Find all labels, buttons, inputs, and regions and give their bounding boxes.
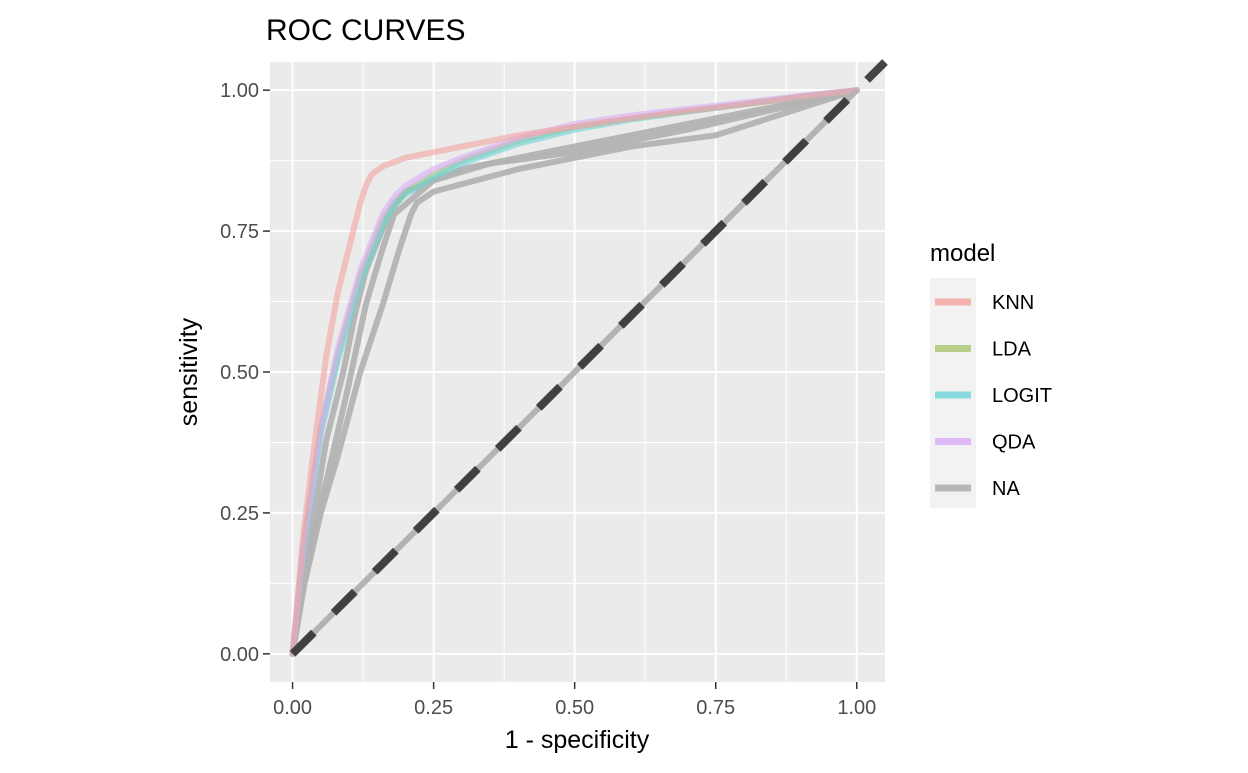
legend-entries: KNN LDA LOGIT QDA NA <box>935 292 1052 500</box>
y-axis-ticks: 0.00 0.25 0.50 0.75 1.00 <box>220 80 270 666</box>
x-tick-label: 0.00 <box>273 697 312 719</box>
x-axis-label: 1 - specificity <box>505 726 650 754</box>
y-tick-label: 0.50 <box>220 362 259 384</box>
legend-label-knn: KNN <box>992 292 1034 314</box>
legend-label-logit: LOGIT <box>992 385 1052 407</box>
y-tick-label: 0.00 <box>220 644 259 666</box>
roc-line-knn <box>289 87 860 657</box>
x-tick-label: 0.50 <box>555 697 594 719</box>
reference-layer <box>289 59 888 657</box>
legend-label-na: NA <box>992 478 1020 500</box>
legend: model KNN LDA LOGIT QDA NA <box>930 240 1052 508</box>
y-axis-label: sensitivity <box>175 317 203 426</box>
y-tick-label: 0.25 <box>220 503 259 525</box>
x-tick-label: 0.75 <box>696 697 735 719</box>
x-tick-label: 0.25 <box>414 697 453 719</box>
chart-title: ROC CURVES <box>266 14 465 47</box>
y-tick-label: 1.00 <box>220 80 259 102</box>
legend-title: model <box>930 240 995 267</box>
y-tick-label: 0.75 <box>220 221 259 243</box>
legend-label-qda: QDA <box>992 432 1036 454</box>
x-axis-ticks: 0.00 0.25 0.50 0.75 1.00 <box>273 682 876 719</box>
x-tick-label: 1.00 <box>837 697 876 719</box>
series-layer <box>289 87 860 657</box>
reference-line-dashed <box>289 59 888 657</box>
roc-line-na <box>289 87 860 657</box>
legend-label-lda: LDA <box>992 339 1032 361</box>
